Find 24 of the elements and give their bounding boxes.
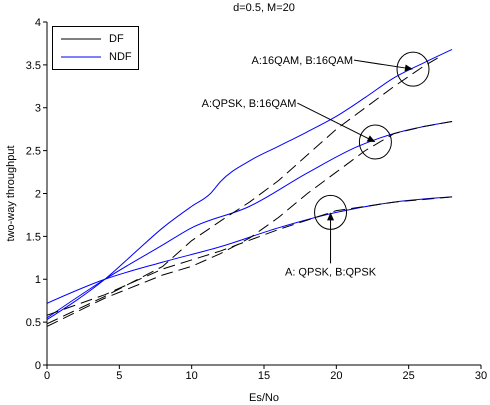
y-tick-label: 4 <box>34 16 41 29</box>
y-tick-label: 0.5 <box>26 317 41 330</box>
x-tick-label: 5 <box>116 370 122 382</box>
chart-title: d=0.5, M=20 <box>232 2 296 14</box>
x-tick-label: 0 <box>44 370 50 382</box>
annotation: A:16QAM, B:16QAM <box>252 55 354 68</box>
x-axis-title: Es/No <box>249 392 279 404</box>
y-tick-label: 1 <box>34 274 41 286</box>
annotation: A: QPSK, B:QPSK <box>285 266 377 278</box>
x-tick-label: 15 <box>258 370 270 382</box>
x-tick-label: 20 <box>330 370 342 382</box>
x-tick-label: 30 <box>474 370 488 382</box>
y-tick-label: 3 <box>34 102 41 115</box>
x-tick-label: 10 <box>186 370 198 382</box>
legend-label: DF <box>109 33 124 45</box>
y-tick-label: 0 <box>34 360 41 372</box>
y-axis-title: two-way throughput <box>4 146 17 242</box>
y-tick-label: 2.5 <box>26 146 41 158</box>
y-tick-label: 2 <box>34 188 41 200</box>
annotation: A:QPSK, B:16QAM <box>202 98 296 110</box>
x-tick-label: 25 <box>402 370 415 382</box>
y-tick-label: 3.5 <box>26 60 41 72</box>
legend-label: NDF <box>109 51 132 63</box>
y-tick-label: 1.5 <box>26 231 41 244</box>
